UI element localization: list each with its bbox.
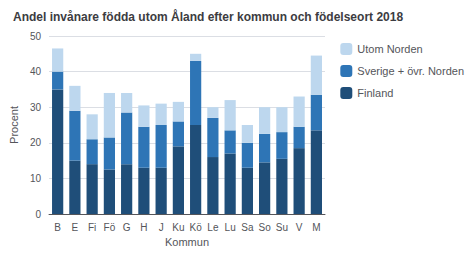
- svg-text:40: 40: [30, 66, 42, 77]
- svg-text:Lu: Lu: [225, 222, 236, 233]
- svg-text:50: 50: [30, 31, 42, 42]
- svg-text:B: B: [54, 222, 61, 233]
- svg-text:Andel invånare födda utom Ålan: Andel invånare födda utom Åland efter ko…: [13, 9, 403, 24]
- svg-text:So: So: [259, 222, 272, 233]
- svg-text:Le: Le: [207, 222, 219, 233]
- svg-text:20: 20: [30, 137, 42, 148]
- svg-text:M: M: [312, 222, 320, 233]
- svg-text:Fö: Fö: [104, 222, 116, 233]
- svg-text:Sverige + övr. Norden: Sverige + övr. Norden: [357, 65, 464, 77]
- svg-text:10: 10: [30, 173, 42, 184]
- svg-text:E: E: [72, 222, 79, 233]
- svg-text:Utom Norden: Utom Norden: [357, 43, 422, 55]
- svg-text:Sa: Sa: [241, 222, 254, 233]
- svg-text:Su: Su: [276, 222, 288, 233]
- svg-text:Kö: Kö: [190, 222, 203, 233]
- svg-text:J: J: [159, 222, 164, 233]
- svg-text:G: G: [123, 222, 131, 233]
- svg-text:V: V: [296, 222, 303, 233]
- svg-text:Finland: Finland: [357, 87, 393, 99]
- svg-text:Kommun: Kommun: [165, 236, 209, 248]
- svg-text:0: 0: [35, 209, 41, 220]
- svg-text:Procent: Procent: [8, 106, 20, 144]
- svg-text:H: H: [140, 222, 147, 233]
- svg-text:Fi: Fi: [88, 222, 96, 233]
- svg-text:30: 30: [30, 102, 42, 113]
- svg-text:Ku: Ku: [172, 222, 184, 233]
